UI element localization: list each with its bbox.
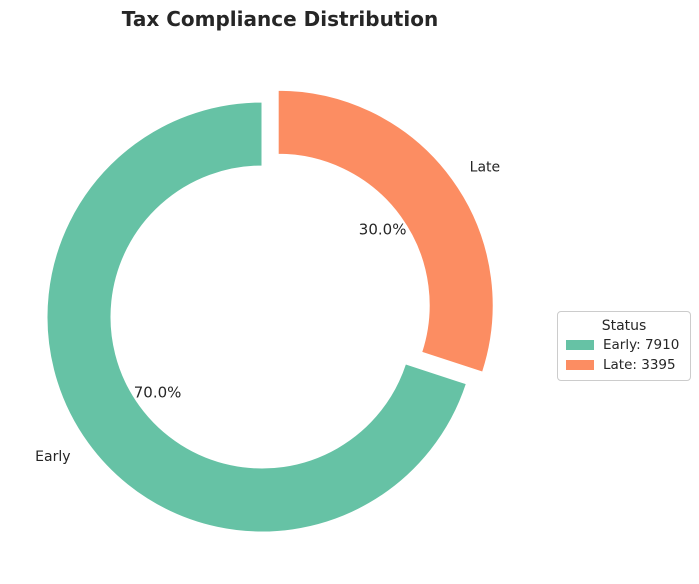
- donut-slices: [46, 89, 494, 533]
- legend: Status Early: 7910 Late: 3395: [557, 311, 691, 381]
- slice-label-late: Late: [470, 159, 500, 175]
- legend-title: Status: [601, 318, 647, 334]
- legend-item-late: Late: 3395: [566, 355, 690, 375]
- legend-label-early: Early: 7910: [603, 337, 680, 353]
- slice-early: [46, 101, 467, 533]
- chart-title: Tax Compliance Distribution: [122, 7, 438, 31]
- legend-swatch-late: [566, 360, 594, 370]
- legend-swatch-early: [566, 340, 594, 350]
- slice-percent-late: 30.0%: [359, 221, 407, 239]
- legend-label-late: Late: 3395: [603, 357, 676, 373]
- slice-percent-early: 70.0%: [134, 384, 182, 402]
- slice-late: [277, 89, 494, 373]
- slice-labels: Early 70.0% Late 30.0%: [35, 159, 500, 464]
- slice-label-early: Early: [35, 449, 70, 465]
- legend-item-early: Early: 7910: [566, 335, 690, 355]
